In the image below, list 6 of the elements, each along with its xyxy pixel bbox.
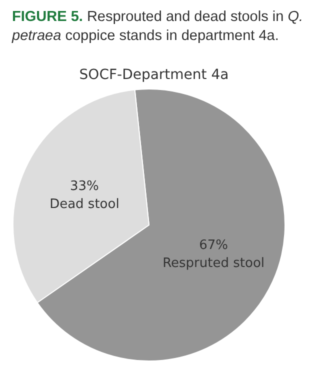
data-label: 33% [70,178,99,194]
chart-title: FIGURE 5. Resprouted and dead stools in Q. petraea coppice stands in department 4a. [12,9,304,44]
slice-label: Dead stool [50,196,120,212]
data-label: 67% [199,238,228,254]
chart-subtitle: SOCF-Department 4a [79,67,229,83]
slice-label: Respruted stool [162,256,265,272]
